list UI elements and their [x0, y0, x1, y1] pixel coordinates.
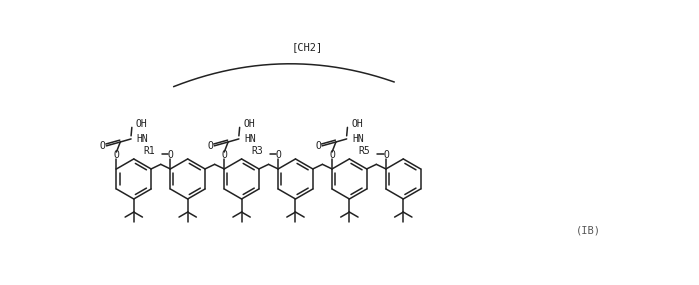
Text: (IB): (IB) — [575, 225, 600, 235]
Text: O: O — [208, 141, 213, 151]
Text: HN: HN — [244, 134, 256, 144]
Text: O: O — [329, 150, 335, 160]
Text: [CH2]: [CH2] — [291, 42, 323, 52]
Text: HN: HN — [136, 134, 148, 144]
Text: O: O — [275, 150, 281, 160]
Text: O: O — [100, 141, 106, 151]
Text: OH: OH — [352, 119, 363, 129]
Text: R3: R3 — [251, 146, 263, 156]
Text: OH: OH — [136, 119, 147, 129]
Text: O: O — [167, 150, 173, 160]
Text: R5: R5 — [359, 146, 370, 156]
Text: O: O — [222, 150, 227, 160]
Text: O: O — [315, 141, 321, 151]
Text: O: O — [383, 150, 389, 160]
Text: O: O — [113, 150, 120, 160]
Text: OH: OH — [243, 119, 255, 129]
Text: R1: R1 — [143, 146, 155, 156]
Text: HN: HN — [352, 134, 363, 144]
